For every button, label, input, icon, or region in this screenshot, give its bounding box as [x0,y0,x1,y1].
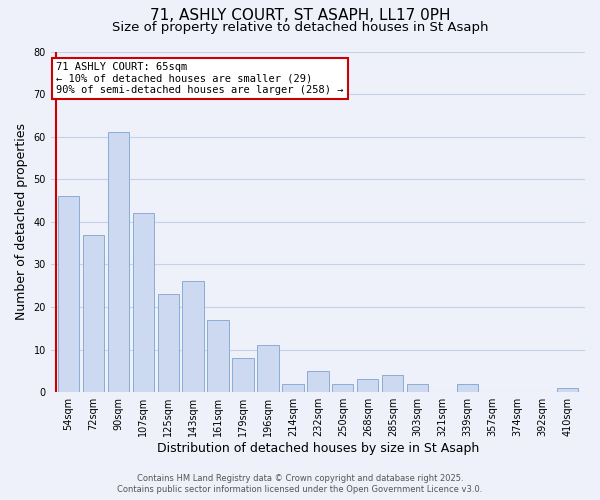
Bar [133,214,154,392]
Bar [232,358,254,392]
Text: Contains HM Land Registry data © Crown copyright and database right 2025.
Contai: Contains HM Land Registry data © Crown c… [118,474,482,494]
Bar [58,196,79,392]
Bar [307,371,329,392]
Bar [357,380,379,392]
Bar [107,132,129,392]
Text: Size of property relative to detached houses in St Asaph: Size of property relative to detached ho… [112,21,488,34]
Bar [182,282,203,392]
Y-axis label: Number of detached properties: Number of detached properties [15,124,28,320]
Bar [332,384,353,392]
Bar [407,384,428,392]
Bar [257,346,278,392]
Bar [158,294,179,392]
Bar [83,234,104,392]
Bar [557,388,578,392]
Bar [283,384,304,392]
Bar [457,384,478,392]
Text: 71 ASHLY COURT: 65sqm
← 10% of detached houses are smaller (29)
90% of semi-deta: 71 ASHLY COURT: 65sqm ← 10% of detached … [56,62,344,95]
Bar [382,375,403,392]
Text: 71, ASHLY COURT, ST ASAPH, LL17 0PH: 71, ASHLY COURT, ST ASAPH, LL17 0PH [150,8,450,22]
Bar [208,320,229,392]
X-axis label: Distribution of detached houses by size in St Asaph: Distribution of detached houses by size … [157,442,479,455]
